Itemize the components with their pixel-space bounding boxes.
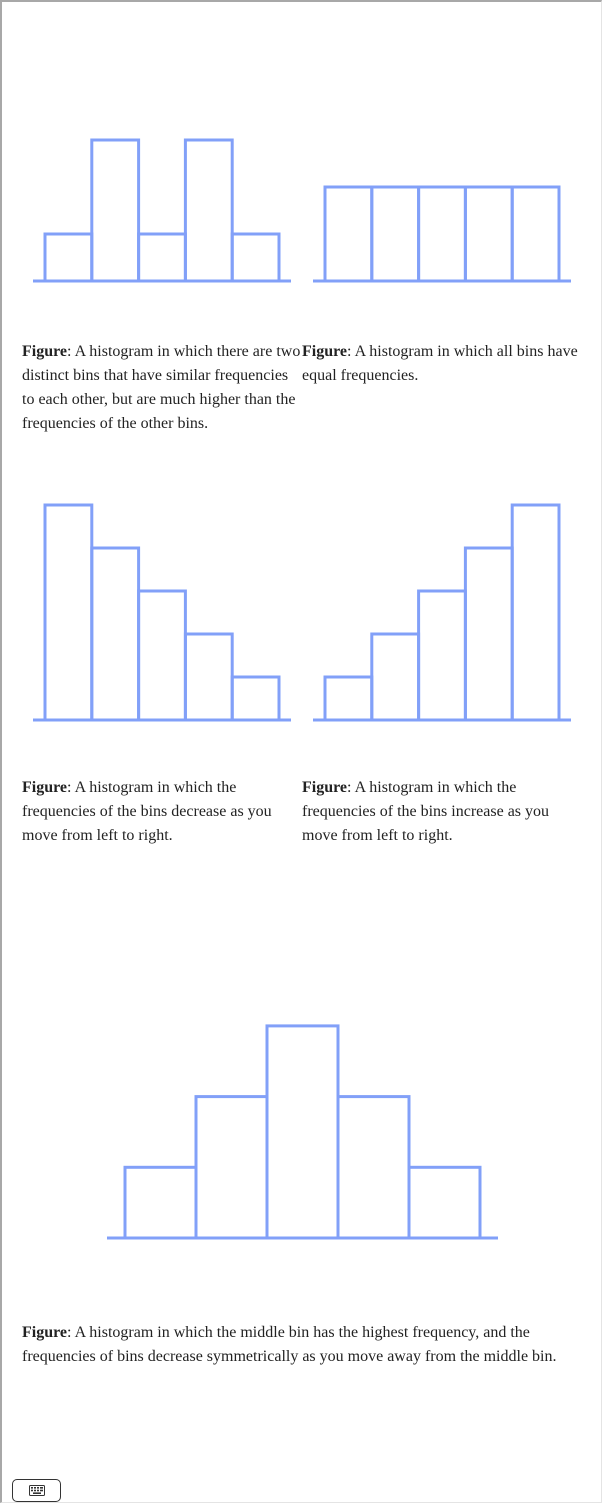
bar-5 (510, 185, 561, 283)
keyboard-icon (28, 1485, 45, 1496)
caption-bimodal: Figure: A histogram in which there are t… (22, 340, 302, 436)
bar-2 (90, 138, 141, 283)
caption-text: : A histogram in which the middle bin ha… (22, 1324, 557, 1365)
caption-increasing: Figure: A histogram in which the frequen… (302, 776, 564, 848)
bar-4 (183, 632, 234, 722)
bar-3 (265, 1024, 340, 1240)
bar-2 (370, 632, 421, 722)
caption-symmetric: Figure: A histogram in which the middle … (22, 1321, 582, 1369)
bar-3 (137, 589, 187, 722)
bar-1 (323, 675, 374, 722)
keyboard-button[interactable] (12, 1479, 61, 1502)
histogram-decreasing (33, 503, 291, 722)
figure-label: Figure (22, 779, 68, 796)
figure-label: Figure (302, 779, 348, 796)
caption-text: : A histogram in which there are two dis… (22, 343, 301, 432)
bar-2 (90, 546, 141, 722)
caption-decreasing: Figure: A histogram in which the frequen… (22, 776, 284, 848)
bar-5 (230, 675, 281, 722)
histogram-uniform (313, 185, 571, 283)
caption-text: : A histogram in which the frequencies o… (22, 779, 272, 844)
bar-1 (323, 185, 374, 283)
bar-5 (230, 232, 281, 283)
histogram-increasing (313, 503, 571, 722)
figure-label: Figure (22, 343, 68, 360)
bar-3 (137, 232, 187, 283)
figure-label: Figure (22, 1324, 68, 1341)
bar-4 (463, 546, 514, 722)
caption-text: : A histogram in which the frequencies o… (302, 779, 550, 844)
bar-2 (370, 185, 421, 283)
bar-3 (417, 185, 467, 283)
bar-5 (510, 503, 561, 722)
histogram-bimodal (33, 138, 291, 283)
bar-1 (123, 1165, 198, 1240)
bar-5 (407, 1165, 482, 1240)
histogram-symmetric (107, 1024, 498, 1240)
bar-1 (43, 503, 94, 722)
bar-4 (463, 185, 514, 283)
bar-4 (336, 1095, 411, 1240)
figure-label: Figure (302, 343, 348, 360)
bar-4 (183, 138, 234, 283)
bar-3 (417, 589, 467, 722)
bar-1 (43, 232, 94, 283)
bar-2 (194, 1095, 269, 1240)
caption-uniform: Figure: A histogram in which all bins ha… (302, 340, 592, 388)
caption-text: : A histogram in which all bins have equ… (302, 343, 578, 384)
